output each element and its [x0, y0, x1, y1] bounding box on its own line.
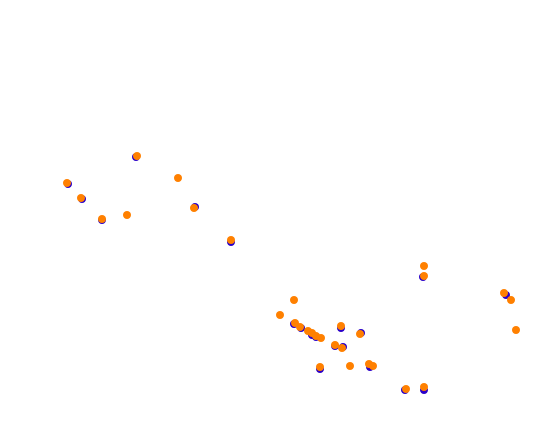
point — [190, 204, 198, 212]
point — [337, 322, 345, 330]
point — [63, 179, 71, 187]
point — [420, 272, 428, 280]
point — [420, 383, 428, 391]
point — [227, 236, 235, 244]
point — [77, 194, 85, 202]
point — [316, 363, 324, 371]
point — [338, 344, 346, 352]
point — [276, 311, 284, 319]
point — [174, 174, 182, 182]
point — [420, 262, 428, 270]
point — [331, 341, 339, 349]
point — [346, 362, 354, 370]
point — [369, 362, 377, 370]
point — [402, 385, 410, 393]
point — [500, 289, 508, 297]
point — [507, 296, 515, 304]
point — [98, 215, 106, 223]
point — [512, 326, 520, 334]
point — [317, 334, 325, 342]
point — [290, 296, 298, 304]
point — [356, 330, 364, 338]
point — [133, 152, 141, 160]
point — [296, 323, 304, 331]
point — [123, 211, 131, 219]
